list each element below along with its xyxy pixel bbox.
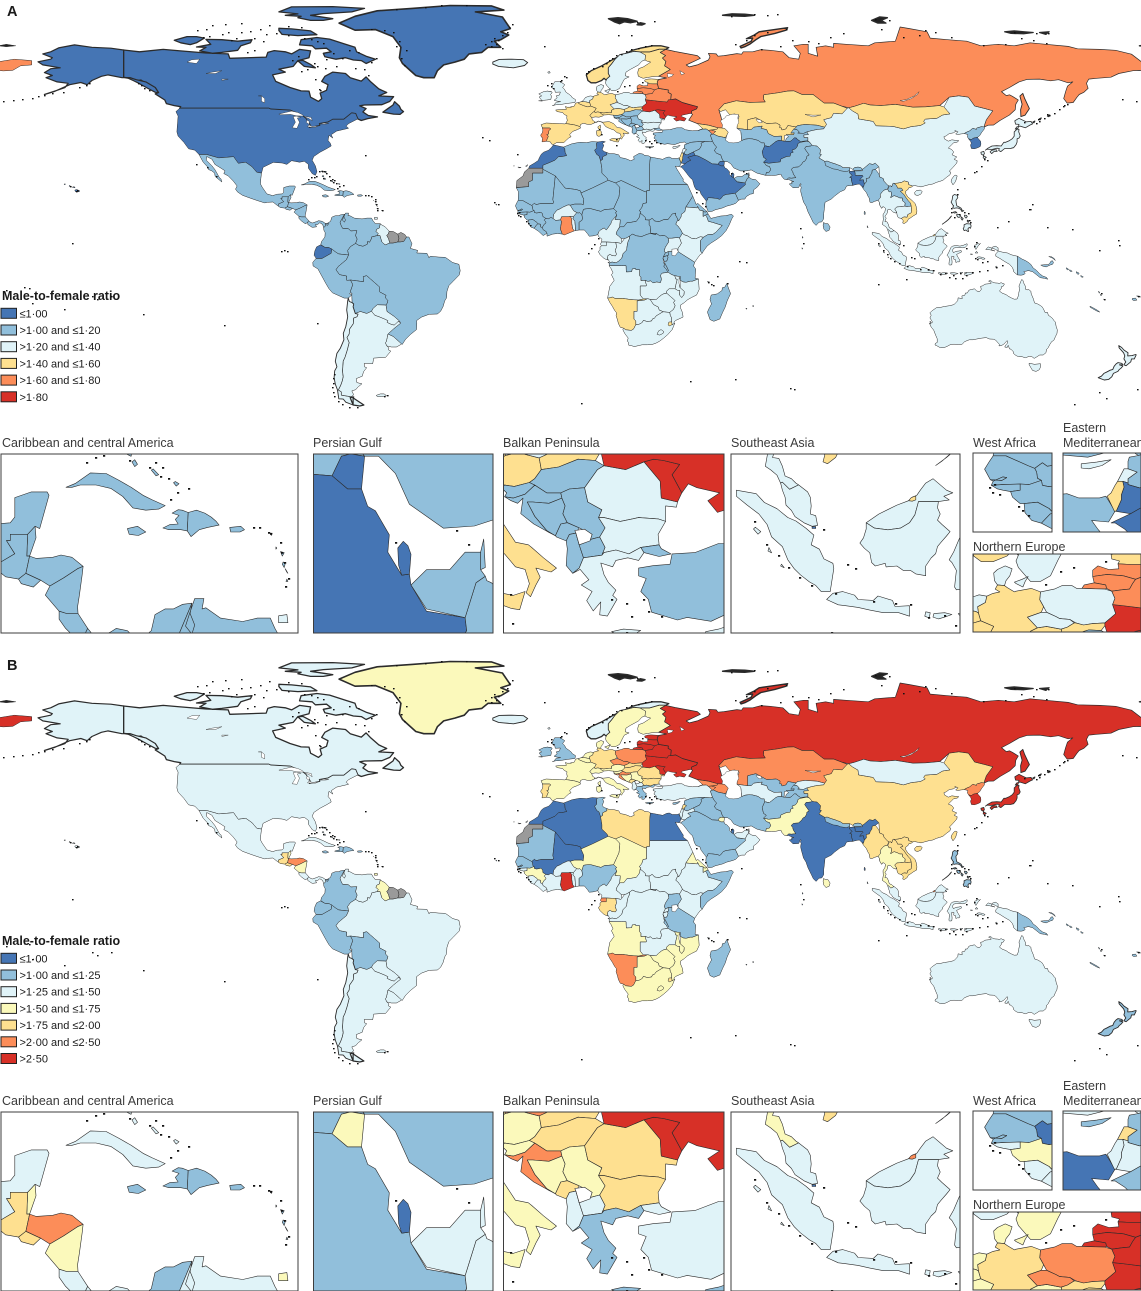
svg-text:West Africa: West Africa (973, 436, 1036, 450)
svg-text:>1·75 and ≤2·00: >1·75 and ≤2·00 (20, 1020, 101, 1032)
svg-text:Eastern: Eastern (1063, 1079, 1106, 1093)
svg-text:>2·00 and ≤2·50: >2·00 and ≤2·50 (20, 1037, 101, 1049)
svg-text:Mediterranean: Mediterranean (1063, 1094, 1141, 1108)
svg-text:A: A (7, 4, 18, 20)
svg-text:Northern Europe: Northern Europe (973, 1198, 1065, 1212)
svg-text:Southeast Asia: Southeast Asia (731, 436, 814, 450)
svg-text:Balkan Peninsula: Balkan Peninsula (503, 436, 600, 450)
svg-text:Southeast Asia: Southeast Asia (731, 1094, 814, 1108)
svg-text:>2·50: >2·50 (20, 1054, 48, 1066)
svg-text:Male-to-female ratio: Male-to-female ratio (2, 289, 120, 303)
svg-text:Persian Gulf: Persian Gulf (313, 436, 382, 450)
svg-text:>1·20 and ≤1·40: >1·20 and ≤1·40 (20, 342, 101, 354)
svg-text:B: B (7, 658, 17, 674)
svg-text:Mediterranean: Mediterranean (1063, 436, 1141, 450)
svg-text:Persian Gulf: Persian Gulf (313, 1094, 382, 1108)
svg-text:Northern Europe: Northern Europe (973, 540, 1065, 554)
svg-text:>1·00 and ≤1·25: >1·00 and ≤1·25 (20, 970, 101, 982)
svg-text:≤1·00: ≤1·00 (20, 953, 48, 965)
svg-text:Caribbean and central America: Caribbean and central America (2, 1094, 174, 1108)
svg-text:Male-to-female ratio: Male-to-female ratio (2, 934, 120, 948)
svg-text:>1·80: >1·80 (20, 392, 48, 404)
svg-text:>1·60 and ≤1·80: >1·60 and ≤1·80 (20, 375, 101, 387)
svg-text:Caribbean and central America: Caribbean and central America (2, 436, 174, 450)
svg-text:>1·50 and ≤1·75: >1·50 and ≤1·75 (20, 1003, 101, 1015)
svg-text:>1·40 and ≤1·60: >1·40 and ≤1·60 (20, 358, 101, 370)
svg-text:Balkan Peninsula: Balkan Peninsula (503, 1094, 600, 1108)
svg-text:Eastern: Eastern (1063, 421, 1106, 435)
svg-text:≤1·00: ≤1·00 (20, 308, 48, 320)
svg-text:>1·25 and ≤1·50: >1·25 and ≤1·50 (20, 987, 101, 999)
svg-text:>1·00 and ≤1·20: >1·00 and ≤1·20 (20, 325, 101, 337)
svg-text:West Africa: West Africa (973, 1094, 1036, 1108)
